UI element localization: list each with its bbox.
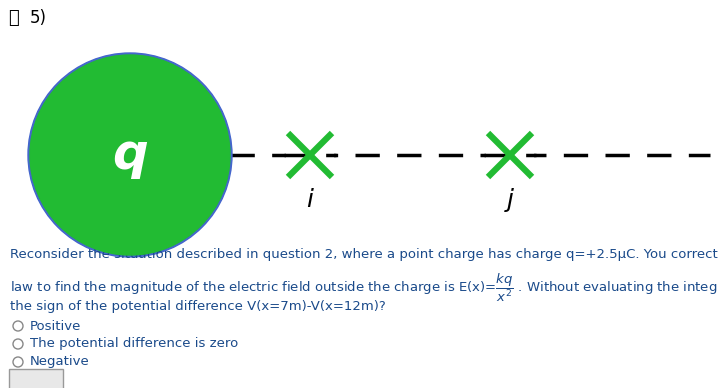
Text: Positive: Positive	[30, 319, 81, 333]
Circle shape	[30, 55, 230, 255]
FancyBboxPatch shape	[286, 131, 334, 179]
Text: law to find the magnitude of the electric field outside the charge is E(x)=$\dfr: law to find the magnitude of the electri…	[10, 272, 718, 304]
Text: $j$: $j$	[504, 186, 516, 214]
Text: Submit: Submit	[14, 372, 58, 386]
FancyBboxPatch shape	[486, 131, 534, 179]
Text: q: q	[112, 131, 148, 179]
Circle shape	[28, 53, 232, 257]
Text: $i$: $i$	[306, 188, 314, 212]
Text: ⏱: ⏱	[8, 9, 19, 27]
Text: the sign of the potential difference V(x=7m)-V(x=12m)?: the sign of the potential difference V(x…	[10, 300, 386, 313]
Text: 5): 5)	[30, 9, 47, 27]
FancyBboxPatch shape	[9, 369, 63, 388]
Text: Negative: Negative	[30, 355, 90, 369]
Text: The potential difference is zero: The potential difference is zero	[30, 338, 238, 350]
Text: Reconsider the situation described in question 2, where a point charge has charg: Reconsider the situation described in qu…	[10, 248, 718, 261]
